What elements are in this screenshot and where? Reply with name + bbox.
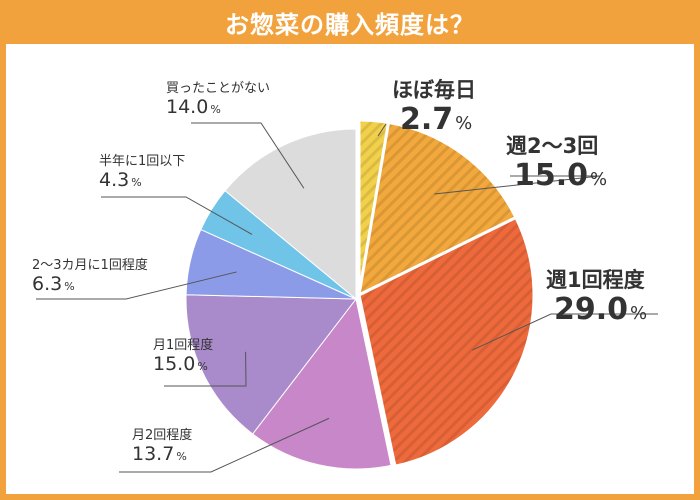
leader-line [101,196,253,235]
chart-panel: ほぼ毎日 2.7% 週2～3回 15.0% 週1回程度 29.0% 月2回程度 13.7% 月1… [6,44,694,494]
pie-slice [357,121,518,297]
slice-value-label: 4.3% [99,169,142,191]
slice-category-label: 月2回程度 [132,427,192,443]
leader-line [191,122,305,189]
leader-line [434,175,601,195]
leader-line [36,271,237,300]
slice-category-label: 月1回程度 [153,337,213,353]
slice-value-label: 14.0% [166,96,221,118]
slice-value-label: 15.0% [153,353,208,375]
slice-category-label: 週2～3回 [506,134,598,158]
leader-line [377,123,387,137]
slice-category-label: 半年に1回以下 [99,154,185,169]
pie-slice [252,298,392,470]
chart-title: お惣菜の購入頻度は？ [225,10,475,39]
pie-slice [224,128,357,300]
slice-value-label: 6.3% [32,273,75,295]
slice-category-label: ほぼ毎日 [392,78,476,102]
slice-category-label: 週1回程度 [546,268,645,292]
pie-slice [357,216,536,468]
slice-value-label: 15.0% [514,158,607,193]
slice-category-label: 2～3カ月に1回程度 [32,257,148,273]
slice-value-label: 13.7% [132,443,187,465]
slice-category-label: 買ったことがない [166,81,270,96]
pie-slice [185,294,357,435]
leader-line [119,417,330,473]
slice-value-label: 2.7% [400,102,472,137]
slice-value-label: 29.0% [554,292,647,327]
leader-line [164,351,247,387]
leader-line [472,313,658,351]
